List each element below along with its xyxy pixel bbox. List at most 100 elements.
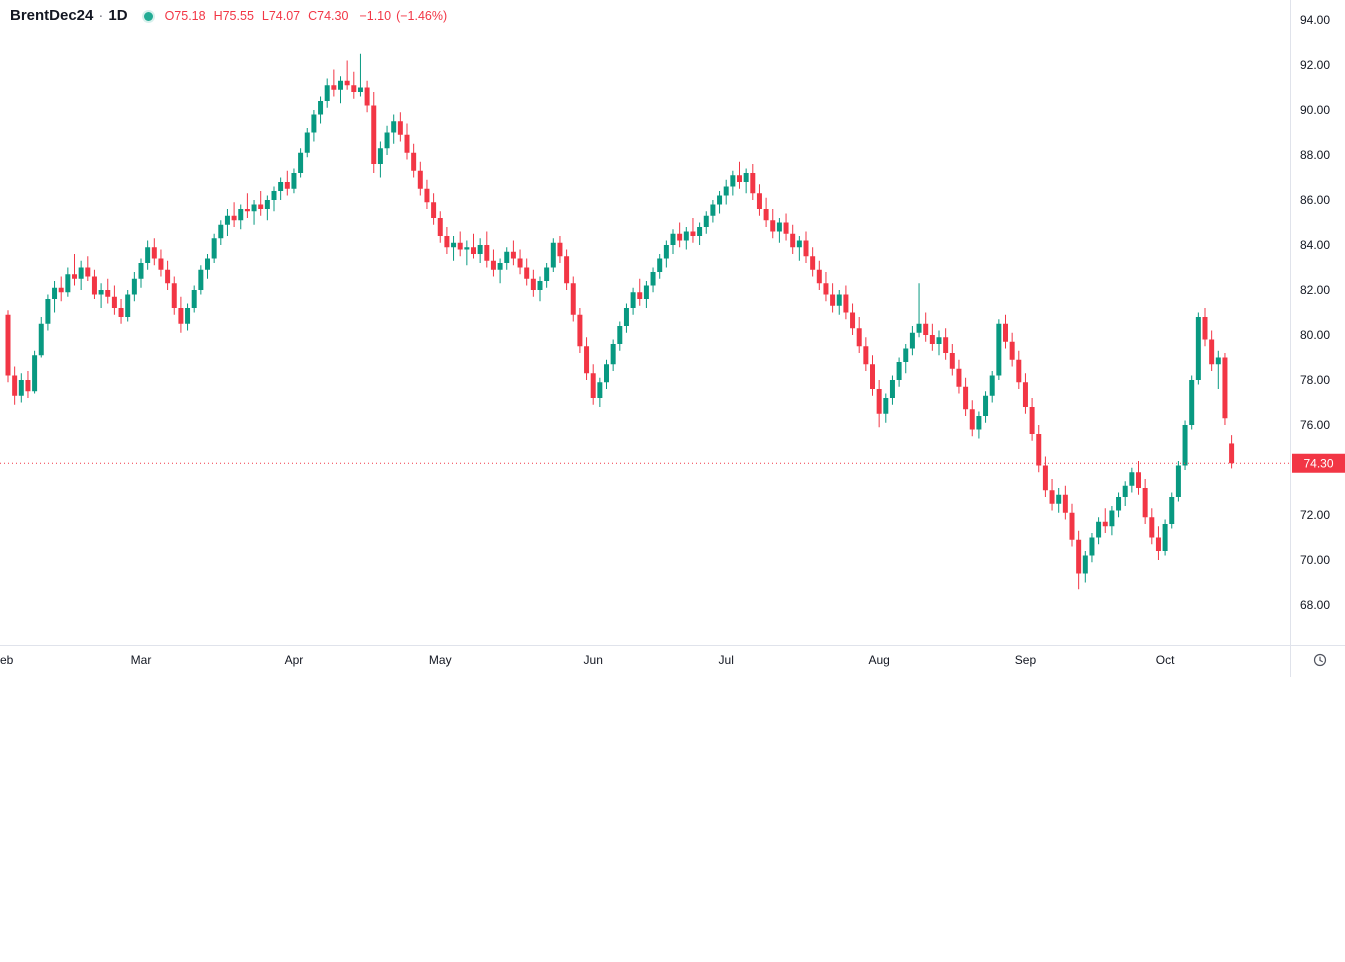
candle bbox=[471, 233, 476, 259]
change-percent: (−1.46%) bbox=[396, 9, 448, 23]
candlestick-chart[interactable]: 74.30 94.00 92.00 90.00 88.00 86.00 84.00 82.00… bbox=[0, 0, 1345, 677]
candle bbox=[151, 238, 157, 266]
candle bbox=[916, 283, 922, 338]
candle bbox=[158, 249, 164, 277]
candle bbox=[723, 179, 729, 205]
price-tick-label: 88.00 bbox=[1300, 148, 1330, 162]
candle bbox=[244, 193, 250, 218]
price-tick-label: 90.00 bbox=[1300, 103, 1330, 117]
candle bbox=[850, 303, 856, 335]
price-tick-label: 84.00 bbox=[1300, 238, 1330, 252]
price-tick-label: 82.00 bbox=[1300, 283, 1330, 297]
candle bbox=[889, 375, 895, 405]
candle bbox=[145, 240, 151, 270]
candle bbox=[870, 355, 875, 396]
candle bbox=[311, 110, 317, 142]
interval-label[interactable]: 1D bbox=[108, 7, 128, 24]
open-value: 75.18 bbox=[174, 9, 206, 23]
price-tick-label: 68.00 bbox=[1300, 598, 1330, 612]
candle bbox=[1142, 479, 1148, 524]
candle bbox=[52, 281, 58, 313]
candle bbox=[969, 400, 975, 437]
candle bbox=[431, 193, 437, 225]
candle bbox=[1215, 350, 1221, 389]
candle bbox=[776, 218, 782, 243]
candle bbox=[411, 143, 417, 178]
candle bbox=[564, 249, 570, 290]
candle bbox=[125, 290, 131, 322]
candle bbox=[377, 141, 383, 178]
candle bbox=[677, 222, 683, 248]
candle bbox=[185, 303, 191, 331]
candle bbox=[278, 177, 284, 200]
candle bbox=[218, 220, 224, 245]
timezone-clock-icon[interactable] bbox=[1313, 653, 1327, 667]
candle bbox=[1016, 350, 1022, 389]
candle bbox=[743, 168, 749, 194]
candle bbox=[737, 161, 742, 189]
candle bbox=[178, 296, 184, 333]
time-tick-label: Jul bbox=[719, 653, 734, 667]
symbol-title[interactable]: BrentDec24 · 1D bbox=[10, 7, 128, 25]
candle bbox=[391, 114, 397, 144]
candle bbox=[191, 285, 197, 313]
high-label: H bbox=[213, 9, 223, 23]
candle bbox=[78, 260, 84, 290]
candle bbox=[650, 267, 656, 293]
candle bbox=[876, 380, 882, 428]
candle bbox=[497, 258, 503, 284]
candle bbox=[264, 195, 270, 221]
candle bbox=[1022, 373, 1028, 414]
candle bbox=[1209, 330, 1215, 371]
candle bbox=[810, 247, 816, 277]
candle bbox=[803, 231, 809, 263]
candle bbox=[836, 290, 842, 315]
candle bbox=[1229, 435, 1235, 469]
candle bbox=[1009, 332, 1015, 367]
candle bbox=[344, 60, 350, 90]
candle bbox=[318, 96, 324, 124]
candle bbox=[1175, 461, 1181, 502]
candle bbox=[1195, 312, 1201, 385]
candle bbox=[1003, 314, 1008, 349]
candle bbox=[105, 278, 111, 304]
candle bbox=[570, 276, 576, 322]
price-tick-label: 92.00 bbox=[1300, 58, 1330, 72]
candle bbox=[357, 53, 363, 97]
candle bbox=[45, 294, 51, 331]
candle bbox=[517, 249, 523, 275]
candle bbox=[1202, 308, 1208, 347]
time-tick-label: Mar bbox=[131, 653, 152, 667]
candle bbox=[637, 278, 643, 306]
candle bbox=[763, 197, 769, 227]
candle bbox=[1169, 492, 1175, 529]
candle bbox=[983, 391, 989, 423]
price-axis[interactable]: 74.30 94.00 92.00 90.00 88.00 86.00 84.00 82.00… bbox=[1292, 13, 1345, 612]
candle bbox=[271, 186, 277, 212]
candle bbox=[783, 213, 789, 241]
price-tick-label: 86.00 bbox=[1300, 193, 1330, 207]
time-tick-label: Oct bbox=[1156, 653, 1175, 667]
candle bbox=[1155, 526, 1161, 560]
last-price-badge-text: 74.30 bbox=[1303, 456, 1333, 470]
market-status-icon[interactable] bbox=[143, 11, 153, 21]
candle bbox=[1056, 488, 1062, 513]
time-axis[interactable]: eb Mar Apr May Jun Jul Aug Sep Oct bbox=[0, 653, 1175, 667]
time-tick-label: Apr bbox=[285, 653, 304, 667]
candle bbox=[404, 123, 410, 160]
legend-bar: BrentDec24 · 1D O 75.18 H 75.55 L 74.07 C 74… bbox=[10, 7, 447, 25]
candle bbox=[943, 328, 949, 360]
candle bbox=[1149, 508, 1155, 545]
candle bbox=[610, 339, 616, 371]
symbol-name[interactable]: BrentDec24 bbox=[10, 7, 94, 24]
close-value: 74.30 bbox=[317, 9, 349, 23]
candle bbox=[1069, 503, 1075, 547]
candle bbox=[437, 211, 443, 243]
candle bbox=[457, 231, 463, 257]
symbol-separator: · bbox=[98, 7, 104, 24]
candle bbox=[1116, 492, 1122, 518]
candle bbox=[91, 269, 97, 299]
candle bbox=[710, 200, 716, 223]
candle bbox=[703, 211, 709, 234]
candle bbox=[384, 125, 390, 155]
